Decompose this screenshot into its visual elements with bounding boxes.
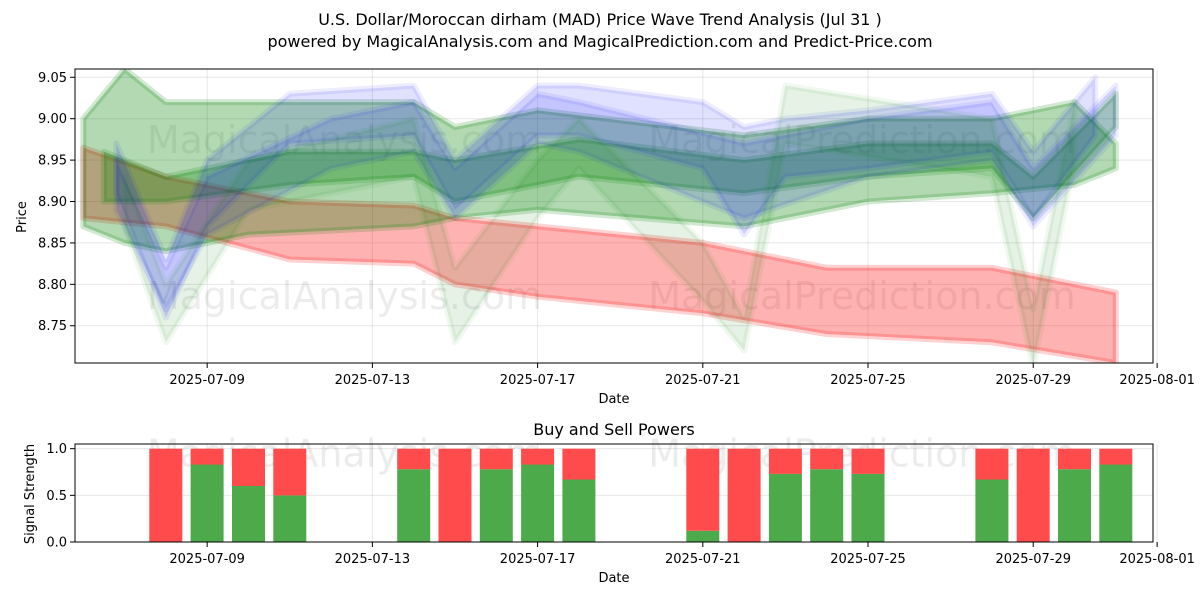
price-band-5 bbox=[121, 82, 1078, 363]
signal-bar-buy-1 bbox=[190, 464, 224, 542]
signal-panel: MagicalAnalysis.comMagicalPrediction.com… bbox=[46, 432, 1195, 568]
signal-bar-sell-5 bbox=[438, 448, 472, 542]
signal-ylabel: Signal Strength bbox=[23, 444, 38, 544]
signal-bar-buy-16 bbox=[1058, 469, 1091, 542]
price-watermark-0-1: MagicalAnalysis.com bbox=[147, 274, 542, 318]
price-frame bbox=[74, 68, 1154, 364]
chart-title: U.S. Dollar/Moroccan dirham (MAD) Price … bbox=[318, 10, 882, 29]
signal-y-tick-label-0: 0.0 bbox=[46, 536, 67, 551]
signal-x-tick-label-2: 2025-07-17 bbox=[500, 552, 576, 567]
signal-x-tick-label-5: 2025-07-29 bbox=[995, 552, 1071, 567]
price-y-tick-label-4: 8.95 bbox=[38, 154, 67, 169]
signal-bar-sell-7 bbox=[521, 448, 555, 465]
signal-x-tick-label-3: 2025-07-21 bbox=[665, 552, 741, 567]
signal-bar-buy-11 bbox=[768, 473, 802, 542]
signal-title: Buy and Sell Powers bbox=[533, 420, 695, 439]
signal-bar-sell-14 bbox=[975, 448, 1009, 480]
price-y-tick-label-1: 8.80 bbox=[38, 278, 67, 293]
signal-xlabel: Date bbox=[598, 571, 629, 586]
price-band-3 bbox=[113, 74, 1099, 321]
signal-bar-sell-17 bbox=[1099, 448, 1133, 465]
signal-plot-area bbox=[149, 448, 1133, 542]
price-x-tick-label-3: 2025-07-21 bbox=[665, 373, 741, 388]
signal-y-tick-label-2: 1.0 bbox=[46, 442, 67, 457]
signal-y-tick-label-1: 0.5 bbox=[46, 489, 67, 504]
price-y-tick-label-3: 8.90 bbox=[38, 195, 67, 210]
price-x-tick-label-5: 2025-07-29 bbox=[995, 373, 1071, 388]
signal-bar-sell-16 bbox=[1058, 448, 1091, 470]
signal-bar-buy-13 bbox=[851, 473, 885, 542]
price-watermark-0-0: MagicalAnalysis.com bbox=[147, 118, 542, 162]
signal-x-tick-label-6: 2025-08-01 bbox=[1119, 552, 1195, 567]
price-x-tick-label-4: 2025-07-25 bbox=[830, 373, 906, 388]
signal-frame bbox=[74, 443, 1154, 543]
price-x-tick-label-1: 2025-07-13 bbox=[335, 373, 411, 388]
signal-bar-buy-6 bbox=[479, 469, 513, 542]
signal-bar-sell-12 bbox=[810, 448, 844, 470]
signal-bar-sell-15 bbox=[1016, 448, 1050, 542]
signal-bar-sell-8 bbox=[562, 448, 596, 480]
signal-bar-buy-9 bbox=[686, 530, 720, 542]
price-y-tick-label-2: 8.85 bbox=[38, 236, 67, 251]
signal-bar-buy-17 bbox=[1099, 464, 1133, 542]
signal-bar-sell-4 bbox=[397, 448, 431, 470]
signal-bar-sell-3 bbox=[273, 448, 307, 496]
signal-bar-buy-8 bbox=[562, 479, 596, 542]
signal-bar-sell-1 bbox=[190, 448, 224, 465]
signal-bar-buy-4 bbox=[397, 469, 431, 542]
signal-bar-buy-3 bbox=[273, 495, 307, 542]
signal-x-tick-label-0: 2025-07-09 bbox=[169, 552, 245, 567]
price-y-tick-label-6: 9.05 bbox=[38, 71, 67, 86]
price-x-tick-label-2: 2025-07-17 bbox=[500, 373, 576, 388]
signal-x-tick-label-4: 2025-07-25 bbox=[830, 552, 906, 567]
signal-bar-sell-11 bbox=[768, 448, 802, 474]
price-xlabel: Date bbox=[598, 392, 629, 407]
price-y-tick-label-0: 8.75 bbox=[38, 319, 67, 334]
price-ylabel: Price bbox=[15, 201, 30, 233]
price-plot-area bbox=[80, 69, 1119, 363]
chart-subtitle: powered by MagicalAnalysis.com and Magic… bbox=[267, 32, 932, 51]
price-band-4 bbox=[113, 82, 1119, 313]
signal-bar-buy-2 bbox=[232, 486, 265, 542]
signal-bar-sell-0 bbox=[149, 448, 183, 542]
signal-bar-sell-9 bbox=[686, 448, 720, 531]
signal-bar-buy-14 bbox=[975, 479, 1009, 542]
signal-bar-sell-6 bbox=[479, 448, 513, 470]
price-watermark-1-0: MagicalPrediction.com bbox=[648, 118, 1076, 162]
signal-bar-sell-13 bbox=[851, 448, 885, 474]
signal-bar-buy-12 bbox=[810, 469, 844, 542]
signal-bar-sell-10 bbox=[727, 448, 761, 542]
price-panel: MagicalAnalysis.com MagicalAnalysis.com Ma… bbox=[38, 68, 1195, 388]
signal-bar-buy-7 bbox=[521, 464, 555, 542]
price-band-1 bbox=[80, 69, 1119, 255]
price-band-0 bbox=[80, 144, 1119, 363]
price-x-tick-label-6: 2025-08-01 bbox=[1119, 373, 1195, 388]
price-watermark-1-1: MagicalPrediction.com bbox=[648, 274, 1076, 318]
price-y-tick-label-5: 9.00 bbox=[38, 112, 67, 127]
price-x-tick-label-0: 2025-07-09 bbox=[169, 373, 245, 388]
price-band-2 bbox=[100, 90, 1119, 222]
signal-x-tick-label-1: 2025-07-13 bbox=[335, 552, 411, 567]
signal-bar-sell-2 bbox=[232, 448, 265, 486]
